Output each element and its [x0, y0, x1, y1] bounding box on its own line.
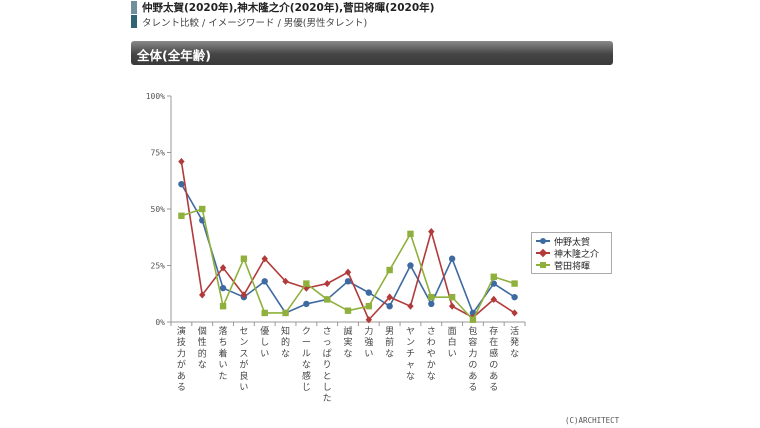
header-accent-top [131, 1, 137, 14]
x-tick-label: 誠実な [343, 325, 352, 359]
data-point [407, 230, 414, 238]
data-point [178, 180, 185, 188]
copyright: (C)ARCHITECT [565, 416, 620, 425]
x-tick-label: クールな感じ [302, 326, 311, 393]
legend-swatch [536, 248, 550, 258]
data-point [448, 293, 456, 301]
legend-item: 仲野太賀 [536, 235, 591, 248]
data-point [282, 277, 289, 285]
data-point [511, 293, 518, 301]
x-tick-label: 演技力がある [177, 325, 186, 393]
data-point [365, 302, 373, 310]
page-title: 仲野太賀(2020年),神木隆之介(2020年),菅田将暉(2020年) [142, 2, 435, 14]
x-tick-label: 面白い [448, 326, 457, 359]
y-tick-label: 50% [151, 205, 166, 214]
data-point [323, 296, 331, 303]
data-point [178, 157, 185, 166]
square-marker-icon [540, 262, 546, 268]
x-tick-label: 優しい [260, 325, 269, 359]
y-tick-label: 25% [151, 262, 166, 271]
panel-title: 全体(全年齢) [137, 48, 211, 63]
data-point [490, 295, 497, 303]
data-point [407, 262, 414, 269]
y-tick-label: 100% [146, 92, 165, 101]
data-point [448, 255, 456, 262]
data-point [428, 293, 435, 301]
data-point [448, 302, 456, 310]
data-point [511, 309, 518, 317]
data-point [240, 255, 248, 262]
breadcrumb: タレント比較 / イメージワード / 男優(男性タレント) [142, 18, 368, 29]
x-tick-label: 男前な [385, 326, 394, 359]
data-point [386, 293, 393, 301]
y-tick-label: 0% [155, 318, 165, 327]
chart-legend: 仲野太賀 神木隆之介 菅田将暉 [531, 232, 612, 274]
data-point [469, 309, 477, 317]
data-point [344, 268, 352, 276]
series-line [180, 183, 516, 315]
x-tick-label: 落ち着いた [219, 325, 228, 382]
data-point [219, 284, 227, 292]
series-line [181, 207, 515, 322]
x-tick-label: さわやかな [427, 326, 436, 382]
data-point [282, 309, 289, 317]
data-point [303, 280, 310, 287]
legend-label: 神木隆之介 [554, 249, 600, 260]
data-point [344, 278, 352, 285]
x-tick-label: 知的な [281, 325, 290, 359]
data-point [323, 279, 331, 288]
legend-swatch [536, 238, 550, 244]
data-point [386, 302, 393, 310]
data-point [344, 307, 352, 314]
legend-label: 菅田将暉 [554, 261, 591, 272]
circle-marker-icon [540, 238, 546, 244]
series-line [180, 161, 516, 322]
y-tick-label: 75% [151, 149, 166, 158]
x-tick-label: 包容力のある [468, 325, 477, 393]
data-point [219, 302, 227, 310]
data-point [490, 280, 497, 287]
x-tick-label: ヤンチャな [406, 327, 415, 382]
data-point [386, 266, 393, 274]
data-point [261, 278, 268, 285]
data-point [428, 300, 435, 308]
x-tick-label: 個性的な [198, 325, 207, 371]
data-point [407, 302, 414, 310]
data-point [199, 291, 206, 299]
data-point [261, 309, 268, 317]
x-tick-label: センスが良い [239, 326, 248, 393]
data-point [365, 316, 373, 324]
data-point [199, 205, 206, 213]
x-tick-label: 存在感のある [489, 325, 498, 393]
data-point [428, 228, 435, 236]
data-point [469, 316, 477, 323]
data-point [511, 280, 518, 287]
data-point [261, 255, 268, 263]
header-accent-bottom [131, 15, 137, 28]
x-tick-label: 活発な [510, 325, 519, 359]
legend-swatch [536, 262, 550, 268]
panel-header [131, 41, 613, 65]
legend-item: 菅田将暉 [536, 259, 591, 272]
data-point [490, 273, 497, 280]
diamond-marker-icon [538, 248, 548, 258]
data-point [240, 291, 248, 299]
data-point [219, 264, 227, 272]
legend-label: 仲野太賀 [554, 237, 591, 248]
data-point [365, 289, 373, 296]
x-tick-label: 力強い [364, 325, 373, 359]
x-tick-label: さっぱりとした [323, 326, 332, 404]
data-point [303, 300, 310, 308]
data-point [178, 212, 185, 219]
legend-item: 神木隆之介 [536, 247, 600, 260]
